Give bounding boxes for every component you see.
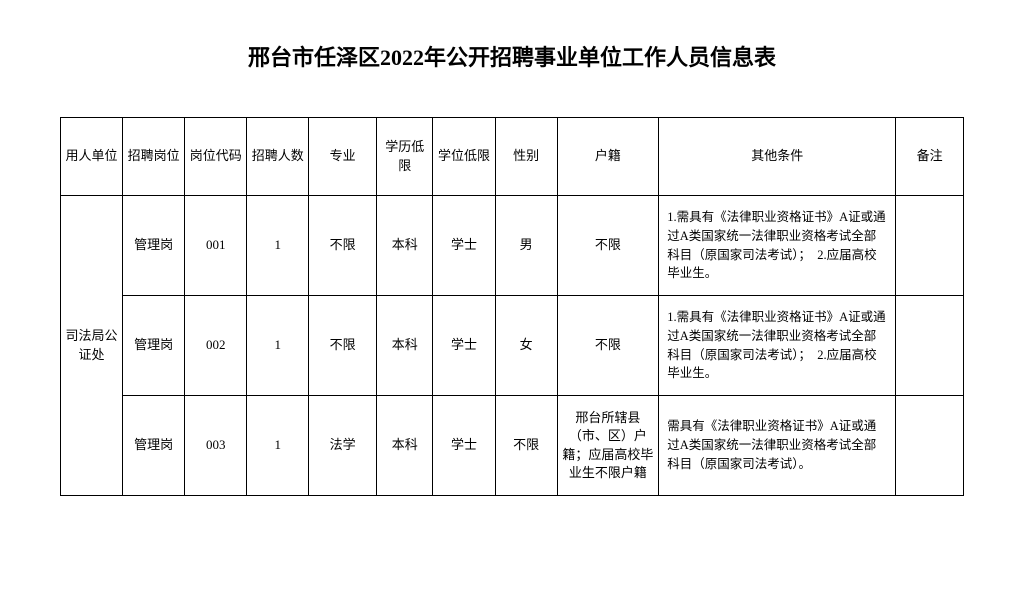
header-gender: 性别 xyxy=(495,118,557,196)
cell-hukou: 邢台所辖县（市、区）户籍；应届高校毕业生不限户籍 xyxy=(557,396,659,496)
header-count: 招聘人数 xyxy=(247,118,309,196)
header-other: 其他条件 xyxy=(659,118,896,196)
cell-gender: 不限 xyxy=(495,396,557,496)
document-page: 邢台市任泽区2022年公开招聘事业单位工作人员信息表 用人单位 招聘岗位 岗位代… xyxy=(0,0,1024,516)
table-row: 司法局公证处 管理岗 001 1 不限 本科 学士 男 不限 1.需具有《法律职… xyxy=(61,196,964,296)
cell-count: 1 xyxy=(247,396,309,496)
table-row: 管理岗 002 1 不限 本科 学士 女 不限 1.需具有《法律职业资格证书》A… xyxy=(61,296,964,396)
header-degree: 学位低限 xyxy=(433,118,495,196)
cell-major: 法学 xyxy=(309,396,377,496)
recruitment-table: 用人单位 招聘岗位 岗位代码 招聘人数 专业 学历低限 学位低限 性别 户籍 其… xyxy=(60,117,964,496)
cell-position: 管理岗 xyxy=(123,296,185,396)
cell-edu: 本科 xyxy=(377,196,433,296)
cell-other: 1.需具有《法律职业资格证书》A证或通过A类国家统一法律职业资格考试全部科目（原… xyxy=(659,296,896,396)
cell-edu: 本科 xyxy=(377,396,433,496)
cell-other: 需具有《法律职业资格证书》A证或通过A类国家统一法律职业资格考试全部科目（原国家… xyxy=(659,396,896,496)
cell-remark xyxy=(896,196,964,296)
page-title: 邢台市任泽区2022年公开招聘事业单位工作人员信息表 xyxy=(60,40,964,72)
table-header-row: 用人单位 招聘岗位 岗位代码 招聘人数 专业 学历低限 学位低限 性别 户籍 其… xyxy=(61,118,964,196)
cell-position: 管理岗 xyxy=(123,396,185,496)
header-major: 专业 xyxy=(309,118,377,196)
cell-code: 001 xyxy=(185,196,247,296)
cell-degree: 学士 xyxy=(433,396,495,496)
cell-degree: 学士 xyxy=(433,196,495,296)
cell-count: 1 xyxy=(247,196,309,296)
header-hukou: 户籍 xyxy=(557,118,659,196)
header-code: 岗位代码 xyxy=(185,118,247,196)
header-edu: 学历低限 xyxy=(377,118,433,196)
cell-remark xyxy=(896,296,964,396)
cell-gender: 女 xyxy=(495,296,557,396)
cell-employer: 司法局公证处 xyxy=(61,196,123,496)
cell-major: 不限 xyxy=(309,196,377,296)
cell-remark xyxy=(896,396,964,496)
cell-edu: 本科 xyxy=(377,296,433,396)
cell-gender: 男 xyxy=(495,196,557,296)
cell-degree: 学士 xyxy=(433,296,495,396)
cell-count: 1 xyxy=(247,296,309,396)
cell-hukou: 不限 xyxy=(557,196,659,296)
cell-other: 1.需具有《法律职业资格证书》A证或通过A类国家统一法律职业资格考试全部科目（原… xyxy=(659,196,896,296)
cell-position: 管理岗 xyxy=(123,196,185,296)
cell-hukou: 不限 xyxy=(557,296,659,396)
header-position: 招聘岗位 xyxy=(123,118,185,196)
header-remark: 备注 xyxy=(896,118,964,196)
cell-code: 002 xyxy=(185,296,247,396)
cell-code: 003 xyxy=(185,396,247,496)
table-row: 管理岗 003 1 法学 本科 学士 不限 邢台所辖县（市、区）户籍；应届高校毕… xyxy=(61,396,964,496)
cell-major: 不限 xyxy=(309,296,377,396)
header-employer: 用人单位 xyxy=(61,118,123,196)
